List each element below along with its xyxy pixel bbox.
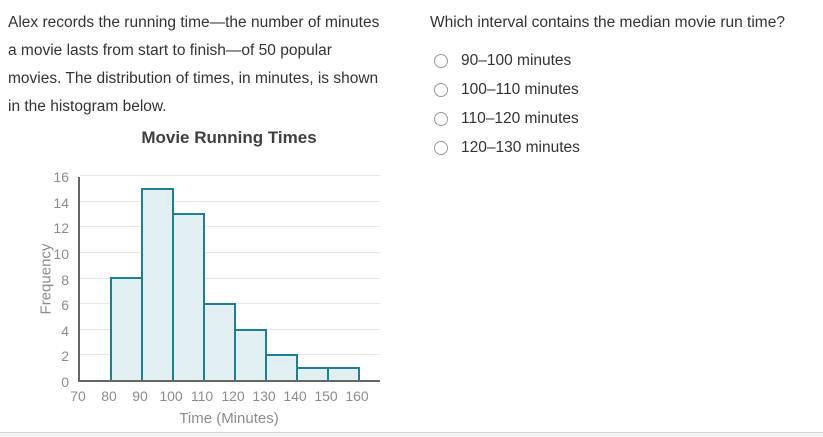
answer-option-label[interactable]: 100–110 minutes xyxy=(461,80,579,98)
x-tick-label: 90 xyxy=(132,388,148,404)
x-tick-label: 120 xyxy=(221,388,245,404)
x-tick-label: 70 xyxy=(70,388,86,404)
radio-button-icon[interactable] xyxy=(434,111,448,126)
y-tick-label: 14 xyxy=(53,194,69,211)
answer-option-3[interactable]: 110–120 minutes xyxy=(434,108,814,129)
y-tick-label: 2 xyxy=(61,348,69,365)
radio-button-icon[interactable] xyxy=(434,82,448,97)
next-panel-edge xyxy=(0,432,823,437)
x-tick-label: 140 xyxy=(283,388,307,404)
answer-option-label[interactable]: 110–120 minutes xyxy=(461,109,579,127)
gridline xyxy=(80,277,380,279)
answer-option-1[interactable]: 90–100 minutes xyxy=(434,50,814,71)
y-tick-label: 4 xyxy=(61,322,69,339)
gridline xyxy=(80,200,380,202)
x-tick-label: 100 xyxy=(159,388,183,404)
gridline xyxy=(80,175,380,176)
histogram-bar xyxy=(327,367,360,380)
answer-option-4[interactable]: 120–130 minutes xyxy=(434,137,814,158)
histogram-bar xyxy=(110,277,143,380)
y-tick-labels: 0 2 4 6 8 10 12 14 16 xyxy=(36,169,72,390)
x-tick-label: 160 xyxy=(345,388,369,404)
histogram-bar xyxy=(172,213,205,380)
histogram-bar xyxy=(203,303,236,380)
y-tick-label: 0 xyxy=(61,374,69,390)
y-tick-label: 8 xyxy=(61,271,69,288)
x-tick-labels: 70 80 90 100 110 120 130 140 150 160 xyxy=(70,388,380,404)
gridline xyxy=(80,251,380,253)
y-tick-label: 12 xyxy=(53,220,69,237)
x-axis-label: Time (Minutes) xyxy=(179,410,279,427)
x-tick-label: 150 xyxy=(314,388,338,404)
plot-area xyxy=(78,175,380,382)
gridline xyxy=(80,226,380,228)
y-tick-label: 6 xyxy=(61,297,69,314)
radio-button-icon[interactable] xyxy=(434,140,448,155)
problem-statement: Alex records the running time—the number… xyxy=(8,9,412,121)
x-tick-label: 110 xyxy=(190,388,214,404)
x-tick-label: 80 xyxy=(101,388,117,404)
histogram-bar xyxy=(265,354,298,380)
radio-button-icon[interactable] xyxy=(434,53,448,68)
y-tick-label: 16 xyxy=(53,169,69,185)
histogram-bar xyxy=(296,367,329,380)
problem-statement-line: a movie lasts from start to finish—of 50… xyxy=(8,42,332,59)
answer-option-label[interactable]: 120–130 minutes xyxy=(461,138,580,156)
x-tick-label: 130 xyxy=(252,388,276,404)
answer-option-2[interactable]: 100–110 minutes xyxy=(434,79,814,100)
histogram-chart: Movie Running Times Frequency 0 2 4 6 8 10 12 1… xyxy=(36,126,392,434)
histogram-bar xyxy=(234,329,267,380)
options-list: 90–100 minutes 100–110 minutes 110–120 m… xyxy=(434,50,814,166)
problem-statement-line: movies. The distribution of times, in mi… xyxy=(8,70,379,87)
answer-option-label[interactable]: 90–100 minutes xyxy=(461,51,572,69)
chart-title: Movie Running Times xyxy=(141,128,317,147)
y-tick-label: 10 xyxy=(53,245,69,262)
question-text: Which interval contains the median movie… xyxy=(430,14,785,31)
problem-statement-line: in the histogram below. xyxy=(8,98,167,115)
problem-statement-line: Alex records the running time—the number… xyxy=(8,14,380,31)
histogram-bar xyxy=(141,188,174,380)
